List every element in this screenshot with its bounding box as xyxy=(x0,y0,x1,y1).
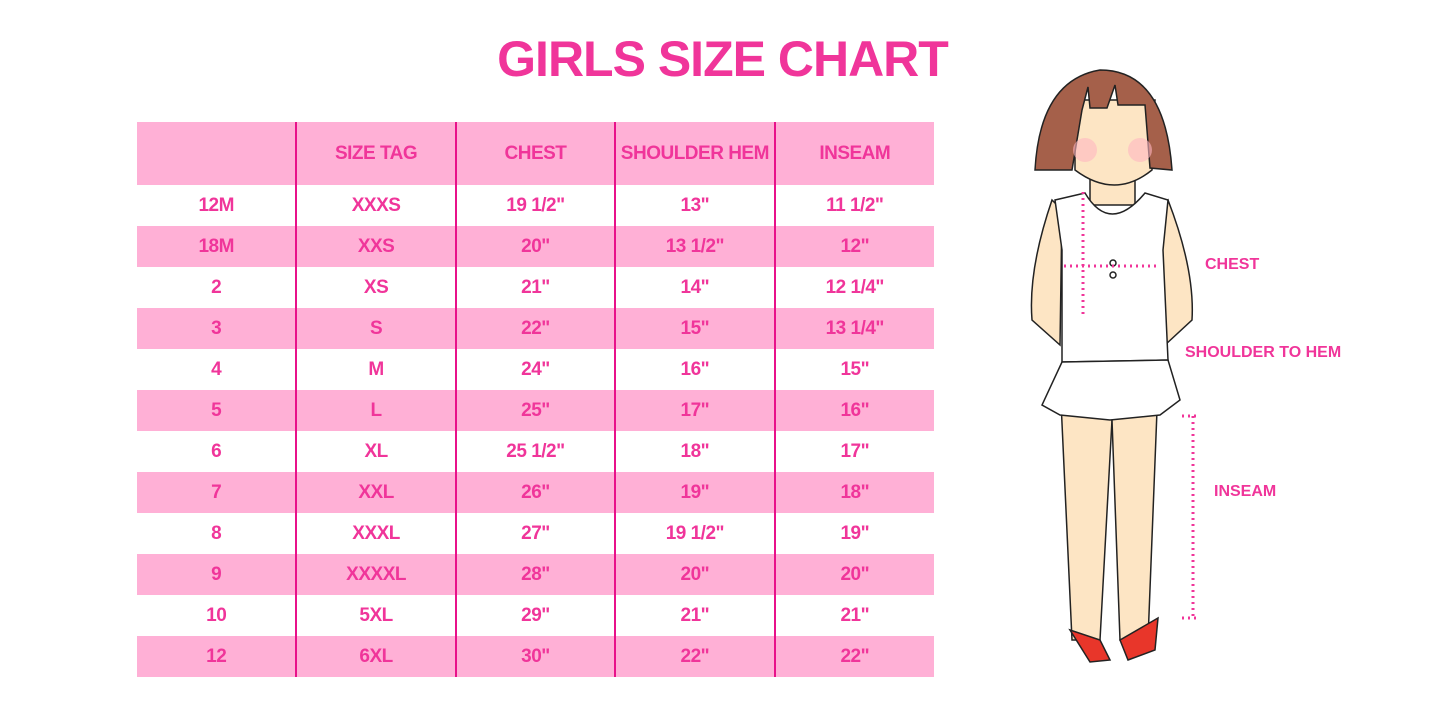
table-cell: 15" xyxy=(614,308,775,349)
table-cell: 18M xyxy=(198,235,234,257)
table-row: 7 XXL 26" 19" 18" xyxy=(137,472,934,513)
table-cell: 12M xyxy=(198,194,234,216)
table-cell: XXL xyxy=(295,472,456,513)
table-cell: 17" xyxy=(773,431,934,472)
table-cell: 21" xyxy=(773,595,934,636)
table-cell: 26" xyxy=(454,472,616,513)
chest-label: CHEST xyxy=(1205,256,1260,273)
table-cell: 16" xyxy=(614,349,775,390)
table-cell: 5XL xyxy=(295,595,456,636)
table-cell: 19" xyxy=(773,513,934,554)
table-cell: 13 1/4" xyxy=(773,308,934,349)
table-row: 10 5XL 29" 21" 21" xyxy=(137,595,934,636)
column-header: SIZE TAG xyxy=(295,122,456,185)
table-cell: 12 1/4" xyxy=(773,267,934,308)
table-row: 6 XL 25 1/2" 18" 17" xyxy=(137,431,934,472)
table-cell: 19 1/2" xyxy=(614,513,775,554)
table-cell: 28" xyxy=(454,554,616,595)
table-cell: 17" xyxy=(614,390,775,431)
table-cell: S xyxy=(295,308,456,349)
table-cell: 25 1/2" xyxy=(454,431,616,472)
column-header: SHOULDER HEM xyxy=(614,122,775,185)
column-header: CHEST xyxy=(454,122,616,185)
table-cell: 15" xyxy=(773,349,934,390)
table-cell: 7 xyxy=(211,481,222,503)
table-row: 3 S 22" 15" 13 1/4" xyxy=(137,308,934,349)
table-cell: 14" xyxy=(614,267,775,308)
table-cell: 5 xyxy=(211,399,222,421)
table-cell: 20" xyxy=(614,554,775,595)
table-cell: 6XL xyxy=(295,636,456,677)
table-cell: 6 xyxy=(211,440,222,462)
table-cell: XS xyxy=(295,267,456,308)
table-cell: L xyxy=(295,390,456,431)
table-cell: 20" xyxy=(773,554,934,595)
size-chart-table: SIZE TAG CHEST SHOULDER HEM INSEAM 12M XXXS 1… xyxy=(137,122,934,677)
table-cell: 2 xyxy=(211,276,222,298)
table-cell: 21" xyxy=(614,595,775,636)
table-cell: 25" xyxy=(454,390,616,431)
table-row: 5 L 25" 17" 16" xyxy=(137,390,934,431)
table-cell: 18" xyxy=(614,431,775,472)
table-cell: XL xyxy=(295,431,456,472)
table-cell: XXS xyxy=(295,226,456,267)
table-cell: 18" xyxy=(773,472,934,513)
table-cell: 27" xyxy=(454,513,616,554)
table-cell: 24" xyxy=(454,349,616,390)
table-cell: 20" xyxy=(454,226,616,267)
table-row: 8 XXXL 27" 19 1/2" 19" xyxy=(137,513,934,554)
page-title: GIRLS SIZE CHART xyxy=(497,31,949,87)
table-cell: 13" xyxy=(614,185,775,226)
table-cell: 30" xyxy=(454,636,616,677)
table-cell: 13 1/2" xyxy=(614,226,775,267)
table-cell: 3 xyxy=(211,317,222,339)
table-cell: 21" xyxy=(454,267,616,308)
table-row: 12M XXXS 19 1/2" 13" 11 1/2" xyxy=(137,185,934,226)
shoulder-to-hem-label: SHOULDER TO HEM xyxy=(1185,344,1342,361)
table-cell: 22" xyxy=(454,308,616,349)
table-row: 4 M 24" 16" 15" xyxy=(137,349,934,390)
table-header-row: SIZE TAG CHEST SHOULDER HEM INSEAM xyxy=(137,122,934,185)
table-cell: 11 1/2" xyxy=(773,185,934,226)
table-cell: 22" xyxy=(614,636,775,677)
table-cell: 9 xyxy=(211,563,222,585)
table-cell: 12" xyxy=(773,226,934,267)
table-cell: 29" xyxy=(454,595,616,636)
table-cell: 4 xyxy=(211,358,222,380)
table-cell: 19" xyxy=(614,472,775,513)
table-cell: 8 xyxy=(211,522,222,544)
table-cell: M xyxy=(295,349,456,390)
table-cell: XXXS xyxy=(295,185,456,226)
table-row: 18M XXS 20" 13 1/2" 12" xyxy=(137,226,934,267)
table-cell: 19 1/2" xyxy=(454,185,616,226)
table-row: 2 XS 21" 14" 12 1/4" xyxy=(137,267,934,308)
table-cell: XXXL xyxy=(295,513,456,554)
inseam-label: INSEAM xyxy=(1214,483,1277,500)
table-cell: 16" xyxy=(773,390,934,431)
table-row: 9 XXXXL 28" 20" 20" xyxy=(137,554,934,595)
table-cell: 12 xyxy=(206,645,227,667)
column-header: INSEAM xyxy=(773,122,934,185)
table-row: 12 6XL 30" 22" 22" xyxy=(137,636,934,677)
table-cell: 22" xyxy=(773,636,934,677)
table-cell: XXXXL xyxy=(295,554,456,595)
table-cell: 10 xyxy=(206,604,227,626)
